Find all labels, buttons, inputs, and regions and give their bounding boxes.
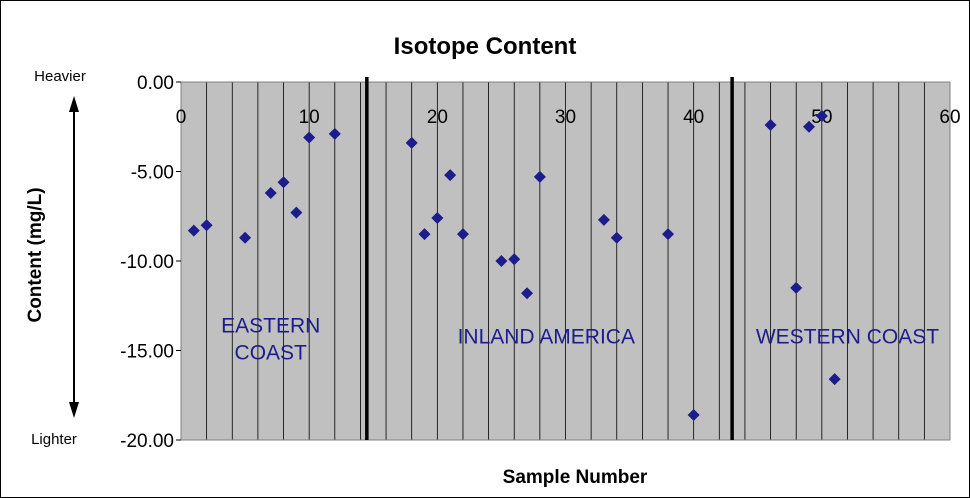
data-point <box>456 228 469 241</box>
y-tick-label: 0.00 <box>137 73 174 94</box>
data-point <box>521 287 534 300</box>
data-point <box>828 373 841 386</box>
region-label: INLAND AMERICA <box>458 325 635 348</box>
data-point <box>431 212 444 225</box>
y-tick-label: -5.00 <box>131 163 174 184</box>
x-tick-label: 40 <box>683 107 704 128</box>
data-point <box>764 118 777 131</box>
data-point <box>328 127 341 140</box>
x-tick-label: 60 <box>939 107 960 128</box>
data-point <box>597 213 610 226</box>
data-point <box>444 169 457 182</box>
region-label: WESTERN COAST <box>756 325 939 348</box>
data-point <box>264 186 277 199</box>
lighter-label: Lighter <box>31 431 77 448</box>
data-point <box>790 281 803 294</box>
heavier-label: Heavier <box>34 68 86 85</box>
data-point <box>610 231 623 244</box>
plot-area: 0.00-5.00-10.00-15.00-20.000102030405060… <box>120 73 960 452</box>
data-point <box>290 206 303 219</box>
y-tick-label: -10.00 <box>120 252 174 273</box>
region-label: EASTERN COAST <box>221 315 320 365</box>
data-point <box>495 255 508 267</box>
data-point <box>187 224 200 237</box>
data-point <box>533 170 546 183</box>
x-tick-label: 10 <box>299 107 320 128</box>
data-point <box>418 228 431 241</box>
data-point <box>277 176 290 189</box>
data-point <box>303 131 316 144</box>
y-axis-title: Content (mg/L) <box>25 187 46 322</box>
data-point <box>239 231 252 244</box>
direction-arrow <box>69 96 79 418</box>
x-tick-label: 0 <box>176 107 187 128</box>
chart-title: Isotope Content <box>394 33 577 60</box>
data-point <box>405 136 418 149</box>
x-tick-label: 20 <box>427 107 448 128</box>
data-point <box>662 228 675 241</box>
data-point <box>803 120 816 133</box>
data-point <box>687 408 700 421</box>
x-axis-title: Sample Number <box>503 467 648 488</box>
y-tick-label: -20.00 <box>120 431 174 452</box>
data-point <box>815 110 828 123</box>
data-point <box>508 253 521 266</box>
y-tick-label: -15.00 <box>120 342 174 363</box>
x-tick-label: 30 <box>555 107 576 128</box>
data-point <box>200 219 213 232</box>
